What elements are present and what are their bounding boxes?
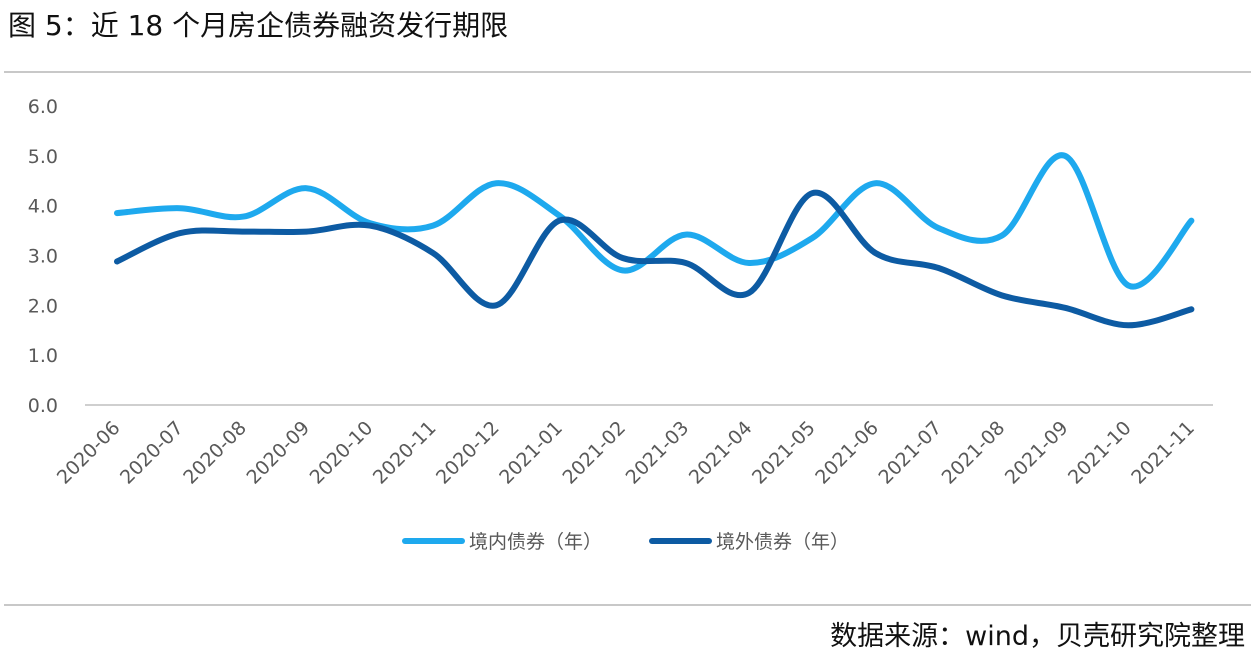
overseas-bond-line	[114, 189, 1195, 329]
x-tick-label: 2020-06	[53, 417, 125, 489]
legend: 境内债券（年） 境外债券（年）	[402, 531, 849, 553]
legend-domestic-item: 境内债券（年）	[402, 531, 602, 553]
line-chart: 0.01.02.03.04.05.06.0 2020-062020-072020…	[28, 96, 1213, 553]
x-tick-label: 2021-03	[622, 417, 694, 489]
series-layer	[114, 152, 1195, 329]
x-tick-label: 2020-10	[306, 417, 378, 489]
x-tick-label: 2020-11	[369, 417, 441, 489]
x-axis: 2020-062020-072020-082020-092020-102020-…	[53, 417, 1199, 489]
x-tick-label: 2021-01	[495, 417, 567, 489]
x-tick-label: 2021-05	[748, 417, 820, 489]
legend-domestic-label: 境内债券（年）	[469, 531, 602, 553]
x-tick-label: 2021-11	[1127, 417, 1199, 489]
source-note: 数据来源：wind，贝壳研究院整理	[830, 621, 1245, 652]
legend-overseas-item: 境外债券（年）	[649, 531, 849, 553]
y-axis: 0.0 1.0 2.0 3.0 4.0 5.0 6.0	[28, 96, 58, 417]
x-tick-label: 2021-04	[685, 417, 757, 489]
y-tick-label: 6.0	[28, 96, 58, 118]
y-tick-label: 1.0	[28, 345, 58, 367]
x-tick-label: 2020-12	[432, 417, 504, 489]
bottom-divider	[4, 604, 1251, 606]
x-tick-label: 2020-08	[179, 417, 251, 489]
x-tick-label: 2020-07	[116, 417, 188, 489]
y-tick-label: 4.0	[28, 196, 58, 218]
x-tick-label: 2021-09	[1001, 417, 1073, 489]
y-tick-label: 3.0	[28, 246, 58, 268]
x-tick-label: 2021-08	[938, 417, 1010, 489]
x-tick-label: 2021-07	[874, 417, 946, 489]
figure-title: 图 5：近 18 个月房企债券融资发行期限	[8, 9, 509, 42]
y-tick-label: 5.0	[28, 146, 58, 168]
legend-overseas-label: 境外债券（年）	[716, 531, 849, 553]
y-tick-label: 2.0	[28, 295, 58, 317]
top-divider	[4, 71, 1251, 73]
x-tick-label: 2020-09	[242, 417, 314, 489]
x-tick-label: 2021-10	[1064, 417, 1136, 489]
y-tick-label: 0.0	[28, 395, 58, 417]
domestic-bond-line	[114, 152, 1195, 290]
x-tick-label: 2021-02	[558, 417, 630, 489]
x-tick-label: 2021-06	[811, 417, 883, 489]
